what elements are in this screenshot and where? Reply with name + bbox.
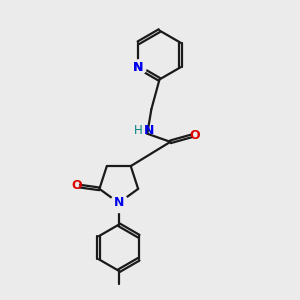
Text: N: N — [114, 196, 124, 209]
Text: N: N — [143, 124, 154, 137]
Text: H: H — [134, 124, 143, 137]
Text: O: O — [190, 129, 200, 142]
Text: N: N — [133, 61, 143, 74]
Text: O: O — [71, 179, 82, 192]
Text: N: N — [133, 61, 143, 74]
